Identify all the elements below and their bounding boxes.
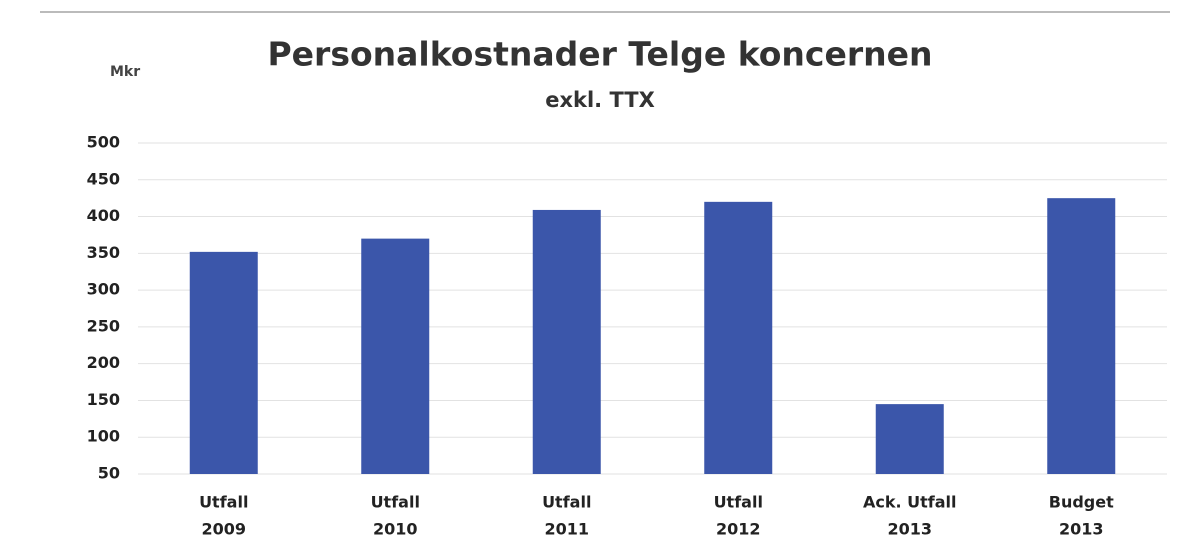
x-tick-label: Utfall: [714, 493, 763, 512]
x-tick-label: 2013: [1059, 520, 1104, 539]
y-tick-label: 150: [87, 390, 120, 409]
x-tick-label: Ack. Utfall: [863, 493, 957, 512]
chart-title: Personalkostnader Telge koncernen: [267, 35, 932, 74]
bar: [532, 209, 601, 475]
x-tick-label: Utfall: [371, 493, 420, 512]
bar: [1047, 198, 1116, 474]
chart-subtitle: exkl. TTX: [545, 88, 655, 112]
x-tick-label: 2010: [373, 520, 418, 539]
bar: [189, 251, 258, 474]
y-tick-label: 100: [87, 427, 120, 446]
x-tick-label: Utfall: [542, 493, 591, 512]
y-tick-label: 250: [87, 316, 120, 335]
y-tick-label: 400: [87, 206, 120, 225]
x-tick-label: 2013: [887, 520, 932, 539]
y-tick-label: 300: [87, 280, 120, 299]
y-tick-label: 500: [87, 133, 120, 152]
bar: [704, 201, 773, 474]
x-tick-label: 2009: [201, 520, 246, 539]
bar: [875, 404, 944, 474]
y-axis-label: Mkr: [110, 64, 140, 80]
y-tick-label: 350: [87, 243, 120, 262]
bar: [361, 238, 430, 474]
y-tick-label: 50: [98, 464, 120, 483]
y-tick-label: 200: [87, 353, 120, 372]
x-tick-label: Budget: [1049, 493, 1114, 512]
x-tick-label: 2011: [544, 520, 589, 539]
x-tick-label: Utfall: [199, 493, 248, 512]
y-tick-label: 450: [87, 169, 120, 188]
x-tick-label: 2012: [716, 520, 761, 539]
